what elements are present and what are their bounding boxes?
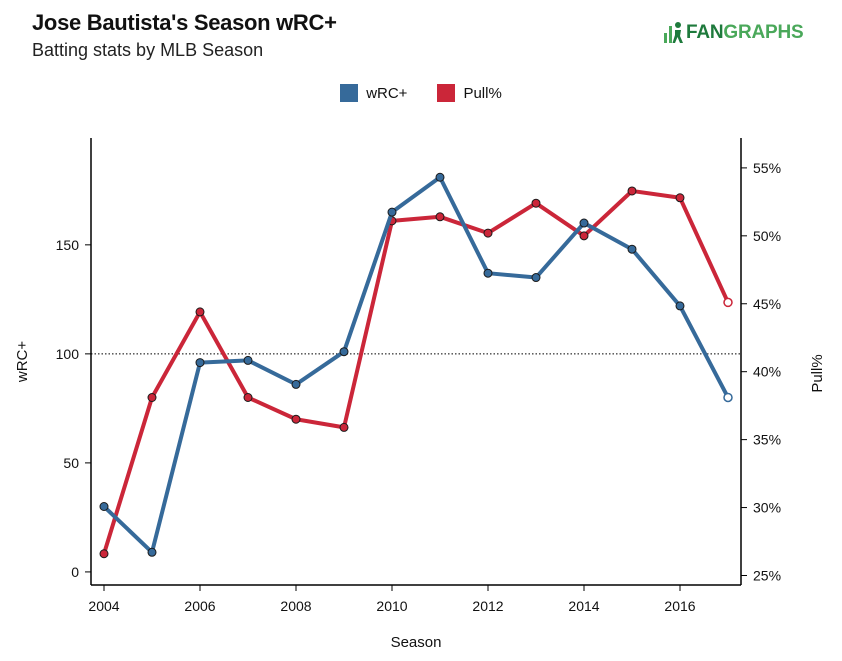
series-point-pull [483,228,493,238]
legend-label-pull: Pull% [463,84,502,102]
y-left-axis-title: wRC+ [14,341,31,383]
y-right-tick-label: 45% [753,296,781,312]
fangraphs-logo[interactable]: FAN GRAPHS [662,20,804,46]
y-right-tick-label: 50% [753,228,781,244]
x-tick-label: 2006 [184,598,215,614]
series-point-wrc [531,273,541,283]
series-point-wrc [291,379,301,389]
y-right-tick-label: 30% [753,500,781,516]
x-tick-label: 2008 [280,598,311,614]
series-point-pull [675,193,685,203]
series-point-wrc [579,218,589,228]
y-left-tick-label: 150 [56,237,80,253]
series-point-wrc [435,172,445,182]
y-right-tick-label: 55% [753,160,781,176]
series-line-wrc [102,175,730,555]
legend-swatch-wrc [340,84,359,102]
series-point-wrc [723,392,733,403]
y-left-tick-label: 100 [56,346,80,362]
x-tick-label: 2014 [568,598,599,614]
logo-text-graphs: GRAPHS [723,22,804,43]
series-point-wrc [627,244,637,254]
series-point-pull [435,212,445,222]
fangraphs-logo-icon [664,22,683,43]
series-point-pull [339,422,349,432]
series-point-wrc [243,355,253,365]
y-right-tick-label: 25% [753,567,781,583]
series-point-pull [531,198,541,208]
legend-label-wrc: wRC+ [366,84,408,102]
legend-swatch-pull [437,84,456,102]
x-axis-title: Season [391,634,442,651]
x-tick-label: 2016 [664,598,695,614]
chart-legend: wRC+ Pull% [0,84,842,102]
series-point-wrc [99,502,109,512]
logo-text-fan: FAN [686,22,724,43]
series-point-pull [723,297,733,308]
series-point-wrc [339,347,349,357]
x-tick-label: 2004 [88,598,119,614]
series-point-pull [99,549,109,559]
y-right-tick-label: 40% [753,364,781,380]
chart-title: Jose Bautista's Season wRC+ [32,10,337,35]
series-point-pull [147,393,157,403]
legend-item-pull[interactable]: Pull% [437,84,502,102]
series-point-pull [627,186,637,196]
series-point-pull [243,393,253,403]
series-point-pull [579,231,589,241]
series-point-pull [195,307,205,317]
series-point-wrc [195,358,205,368]
series-line-pull [102,188,730,556]
series-point-pull [291,414,301,424]
y-right-tick-label: 35% [753,432,781,448]
y-right-axis-title: Pull% [809,354,826,392]
y-left-tick-label: 0 [71,564,79,580]
x-tick-label: 2012 [472,598,503,614]
series-point-wrc [483,268,493,278]
x-tick-label: 2010 [376,598,407,614]
series-point-wrc [147,547,157,557]
chart-subtitle: Batting stats by MLB Season [32,40,264,60]
series-point-wrc [675,301,685,311]
legend-item-wrc[interactable]: wRC+ [340,84,407,102]
y-left-tick-label: 50 [63,455,79,471]
series-point-wrc [387,207,397,217]
